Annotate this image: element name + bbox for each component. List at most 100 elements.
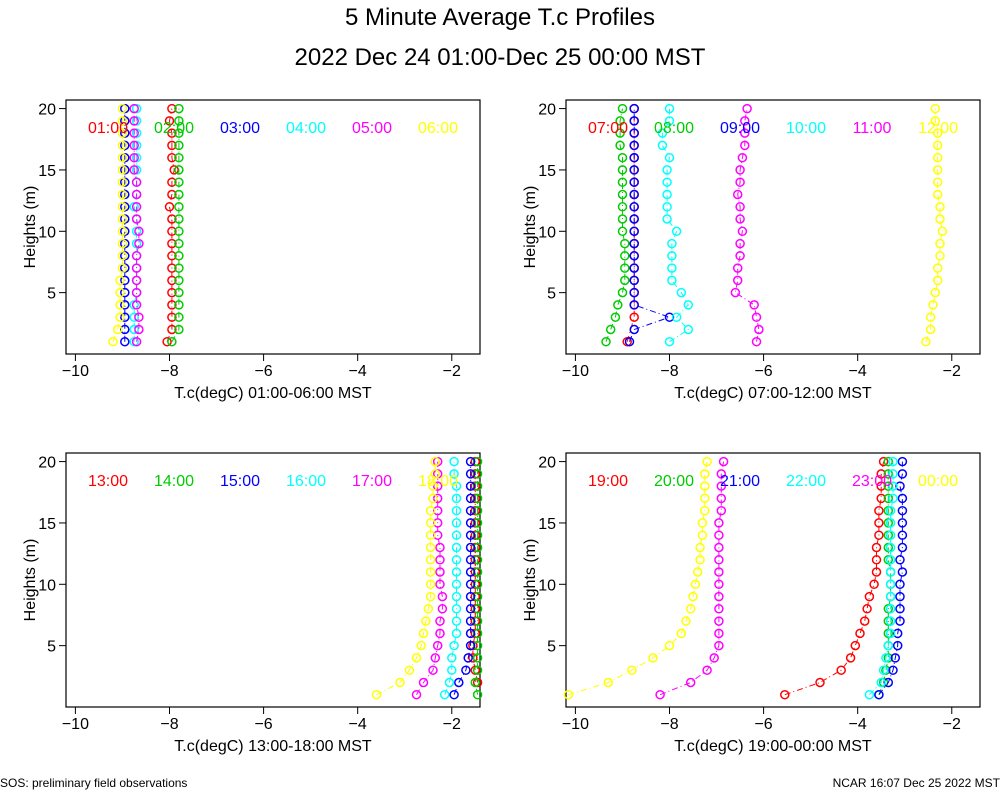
- data-point: [883, 481, 894, 491]
- data-point: [174, 177, 184, 187]
- data-point: [117, 177, 128, 187]
- data-point: [465, 640, 476, 651]
- data-point: [629, 287, 639, 298]
- data-point: [869, 579, 879, 590]
- data-point: [897, 456, 908, 467]
- data-point: [465, 505, 476, 516]
- data-point: [629, 189, 639, 200]
- data-point: [465, 628, 476, 639]
- data-point: [629, 238, 639, 249]
- data-point: [174, 287, 184, 298]
- series-1400: [470, 456, 483, 700]
- data-point: [167, 336, 177, 347]
- data-point: [117, 103, 128, 114]
- data-point: [883, 456, 894, 467]
- data-point: [714, 616, 724, 626]
- data-point: [629, 324, 639, 335]
- data-point: [395, 677, 405, 688]
- data-point: [451, 567, 462, 577]
- data-point: [885, 555, 896, 565]
- data-point: [935, 251, 945, 261]
- data-point: [472, 542, 483, 553]
- data-point: [655, 689, 665, 700]
- legend-label: 00:00: [918, 473, 958, 490]
- legend-label: 02:00: [154, 120, 194, 137]
- data-point: [470, 677, 481, 688]
- data-point: [465, 518, 476, 528]
- legend-label: 19:00: [588, 473, 628, 490]
- data-point: [174, 251, 184, 261]
- data-point: [716, 493, 727, 504]
- data-point: [878, 456, 889, 467]
- data-point: [883, 677, 894, 688]
- data-point: [892, 640, 903, 651]
- data-point: [425, 579, 436, 590]
- data-point: [435, 628, 445, 639]
- data-point: [629, 152, 639, 163]
- data-point: [664, 152, 675, 163]
- series-line: [166, 108, 175, 342]
- data-point: [117, 128, 128, 138]
- data-point: [732, 275, 743, 286]
- series-1900: [780, 456, 889, 700]
- legend-label: 18:00: [418, 473, 458, 490]
- data-point: [129, 128, 139, 138]
- series-line: [878, 461, 903, 696]
- data-point: [932, 189, 943, 200]
- x-tick-label: −4: [849, 363, 867, 380]
- x-axis-label: T.c(degC) 13:00-18:00 MST: [174, 738, 372, 755]
- y-axis-label: Heights (m): [22, 539, 39, 622]
- legend-label: 16:00: [286, 473, 326, 490]
- data-point: [925, 324, 936, 335]
- data-point: [112, 324, 123, 335]
- data-point: [895, 616, 905, 626]
- data-point: [871, 567, 882, 577]
- y-tick-label: 15: [538, 163, 556, 180]
- data-point: [732, 189, 743, 200]
- data-point: [714, 640, 724, 651]
- data-point: [714, 530, 724, 540]
- data-point: [472, 653, 483, 663]
- legend-label: 15:00: [220, 473, 260, 490]
- data-point: [167, 300, 177, 310]
- series-line: [925, 108, 943, 342]
- data-point: [472, 456, 483, 467]
- data-point: [740, 116, 750, 126]
- series-2100: [874, 456, 908, 700]
- x-tick-label: −4: [349, 363, 367, 380]
- data-point: [167, 312, 177, 322]
- data-point: [932, 128, 943, 138]
- series-line: [734, 108, 760, 342]
- y-tick-label: 20: [538, 102, 556, 119]
- data-point: [735, 238, 745, 249]
- legend-label: 13:00: [88, 473, 128, 490]
- data-point: [120, 336, 130, 347]
- x-tick-label: −6: [754, 716, 772, 733]
- data-point: [874, 530, 884, 540]
- series-line: [869, 461, 894, 696]
- data-point: [451, 542, 462, 553]
- data-point: [472, 469, 483, 479]
- data-point: [620, 263, 630, 273]
- data-point: [439, 689, 450, 700]
- data-point: [465, 456, 476, 467]
- data-point: [117, 189, 128, 200]
- series-2000: [874, 456, 896, 700]
- data-point: [664, 312, 675, 322]
- data-point: [883, 493, 894, 504]
- data-point: [435, 555, 445, 565]
- data-point: [131, 177, 142, 187]
- data-point: [167, 177, 177, 187]
- data-point: [629, 214, 639, 224]
- data-point: [465, 493, 476, 504]
- data-point: [700, 505, 710, 516]
- data-point: [449, 640, 459, 651]
- data-point: [751, 312, 762, 322]
- data-point: [897, 530, 908, 540]
- y-tick-label: 15: [38, 516, 56, 533]
- data-point: [716, 469, 727, 479]
- data-point: [895, 604, 905, 614]
- x-axis-label: T.c(degC) 19:00-00:00 MST: [674, 738, 872, 755]
- data-point: [117, 165, 128, 175]
